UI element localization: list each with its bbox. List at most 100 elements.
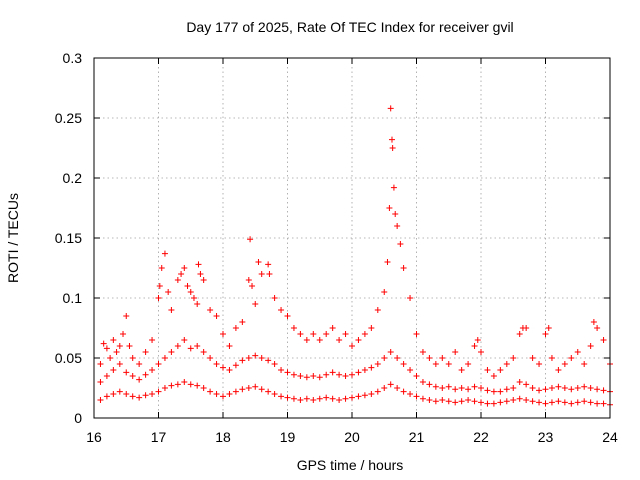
- data-point: [116, 388, 123, 395]
- data-point: [387, 349, 394, 355]
- y-axis-label: ROTI / TECUs: [5, 193, 21, 283]
- data-point: [471, 383, 478, 390]
- data-point: [190, 295, 197, 301]
- data-point: [213, 361, 220, 367]
- data-point: [387, 105, 394, 112]
- x-tick-label: 20: [344, 429, 360, 445]
- data-point: [561, 361, 568, 367]
- data-point: [200, 277, 207, 283]
- y-tick-label: 0.25: [55, 110, 82, 126]
- data-point: [342, 373, 349, 379]
- data-point: [561, 385, 568, 391]
- data-point: [407, 367, 414, 373]
- data-point: [103, 393, 110, 400]
- data-point: [419, 349, 426, 355]
- data-point: [368, 364, 375, 371]
- data-point: [516, 395, 523, 402]
- data-point: [503, 361, 510, 367]
- data-point: [129, 355, 136, 361]
- data-point: [394, 385, 401, 391]
- data-point: [542, 400, 549, 407]
- data-point: [388, 136, 395, 143]
- data-point: [529, 385, 536, 391]
- data-point: [542, 331, 549, 337]
- data-point: [323, 371, 330, 378]
- data-point: [226, 391, 233, 397]
- data-point: [278, 307, 285, 313]
- data-point: [129, 373, 136, 379]
- data-point: [168, 382, 175, 389]
- data-point: [465, 361, 472, 367]
- data-point: [310, 373, 317, 379]
- data-point: [329, 395, 336, 402]
- data-point: [397, 241, 404, 247]
- data-point: [555, 398, 562, 405]
- data-point: [97, 361, 104, 367]
- data-point: [594, 400, 601, 407]
- data-point: [290, 371, 297, 378]
- data-point: [181, 379, 188, 385]
- data-point: [503, 398, 510, 405]
- data-point: [581, 383, 588, 390]
- data-point: [181, 337, 188, 343]
- data-point: [419, 395, 426, 402]
- data-point: [432, 361, 439, 367]
- data-point: [516, 331, 523, 337]
- data-point: [290, 325, 297, 331]
- data-point: [165, 289, 172, 295]
- data-point: [590, 319, 597, 325]
- data-point: [271, 361, 278, 367]
- data-point: [361, 331, 368, 337]
- data-point: [478, 399, 484, 406]
- data-point: [503, 386, 510, 393]
- data-point: [207, 307, 214, 313]
- data-point: [432, 398, 439, 405]
- data-point: [581, 398, 588, 405]
- data-point: [394, 355, 401, 361]
- data-point: [226, 367, 233, 373]
- data-point: [407, 391, 414, 397]
- data-point: [245, 385, 252, 391]
- data-point: [342, 395, 349, 402]
- data-point: [116, 361, 123, 367]
- data-point: [100, 340, 107, 347]
- data-point: [220, 364, 226, 371]
- data-point: [536, 399, 543, 406]
- data-point: [258, 271, 265, 277]
- data-point: [445, 361, 452, 367]
- data-point: [220, 393, 226, 400]
- data-point: [439, 355, 446, 361]
- data-point: [97, 379, 104, 385]
- data-point: [555, 383, 562, 390]
- data-point: [252, 301, 259, 307]
- data-point: [426, 397, 433, 403]
- data-point: [310, 331, 317, 337]
- data-point: [249, 283, 256, 289]
- data-point: [594, 386, 601, 393]
- data-point: [536, 387, 543, 394]
- data-point: [478, 385, 484, 391]
- data-point: [258, 386, 265, 393]
- y-axis: 0 0.05 0.1 0.15 0.2 0.25 0.3: [55, 50, 610, 426]
- data-point: [232, 388, 239, 395]
- data-point: [400, 388, 407, 395]
- data-point: [490, 388, 497, 395]
- data-point: [374, 307, 381, 313]
- data-point: [239, 357, 246, 364]
- data-point: [174, 277, 181, 283]
- data-point: [178, 271, 185, 277]
- data-point: [426, 381, 433, 388]
- data-point: [149, 337, 156, 343]
- data-point: [266, 271, 273, 277]
- data-point: [349, 343, 355, 349]
- data-point: [594, 325, 601, 331]
- data-point: [187, 345, 194, 352]
- data-point: [465, 386, 472, 393]
- x-axis: 16 17 18 19 20 21 22 23 24: [86, 58, 618, 445]
- data-point: [381, 355, 388, 361]
- data-point: [103, 373, 110, 379]
- data-point: [587, 343, 594, 349]
- data-point: [303, 337, 310, 343]
- data-point: [471, 343, 478, 349]
- y-tick-label: 0.3: [63, 50, 83, 66]
